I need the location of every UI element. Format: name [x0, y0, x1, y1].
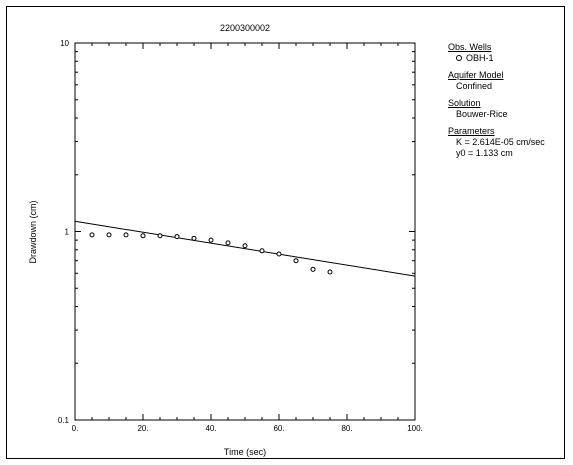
- x-tick-label: 0.: [72, 424, 79, 433]
- data-point: [106, 232, 112, 238]
- legend-parameters-heading: Parameters: [448, 126, 495, 136]
- legend-param-k: K = 2.614E-05 cm/sec: [456, 137, 545, 147]
- chart-frame: [6, 6, 565, 459]
- x-tick-label: 100.: [407, 424, 423, 433]
- legend-obs-wells-heading: Obs. Wells: [448, 42, 492, 52]
- y-tick-label: 10: [60, 39, 69, 48]
- data-point: [276, 251, 282, 257]
- data-point: [259, 248, 265, 254]
- legend-solution-value: Bouwer-Rice: [456, 109, 508, 119]
- legend-obs-well-label: OBH-1: [466, 53, 494, 63]
- x-tick-label: 80.: [341, 424, 352, 433]
- chart-title: 2200300002: [220, 23, 270, 33]
- data-point: [191, 235, 197, 241]
- legend-solution-heading: Solution: [448, 98, 481, 108]
- x-axis-label: Time (sec): [224, 447, 266, 457]
- y-tick-label: 0.1: [58, 416, 70, 425]
- data-point: [123, 232, 129, 238]
- legend-param-y0: y0 = 1.133 cm: [456, 148, 513, 158]
- data-point: [89, 232, 95, 238]
- data-point: [157, 233, 163, 239]
- data-point: [208, 237, 214, 243]
- x-tick-label: 60.: [273, 424, 284, 433]
- legend-panel: Obs. Wells OBH-1 Aquifer Model Confined …: [448, 42, 568, 159]
- data-point: [310, 266, 316, 272]
- y-axis-label: Drawdown (cm): [28, 200, 38, 263]
- x-tick-label: 40.: [205, 424, 216, 433]
- data-point: [174, 234, 180, 240]
- legend-obs-well-entry: OBH-1: [448, 53, 568, 64]
- fit-line: [74, 220, 416, 277]
- legend-aquifer-model-value: Confined: [456, 81, 493, 91]
- data-point: [293, 258, 299, 264]
- data-point: [140, 233, 146, 239]
- plot-area: [74, 42, 416, 421]
- open-circle-marker-icon: [456, 54, 462, 61]
- legend-aquifer-model-heading: Aquifer Model: [448, 70, 504, 80]
- data-point: [242, 243, 248, 249]
- data-point: [225, 240, 231, 246]
- y-tick-label: 1: [65, 228, 70, 237]
- x-tick-label: 20.: [137, 424, 148, 433]
- data-point: [327, 269, 333, 275]
